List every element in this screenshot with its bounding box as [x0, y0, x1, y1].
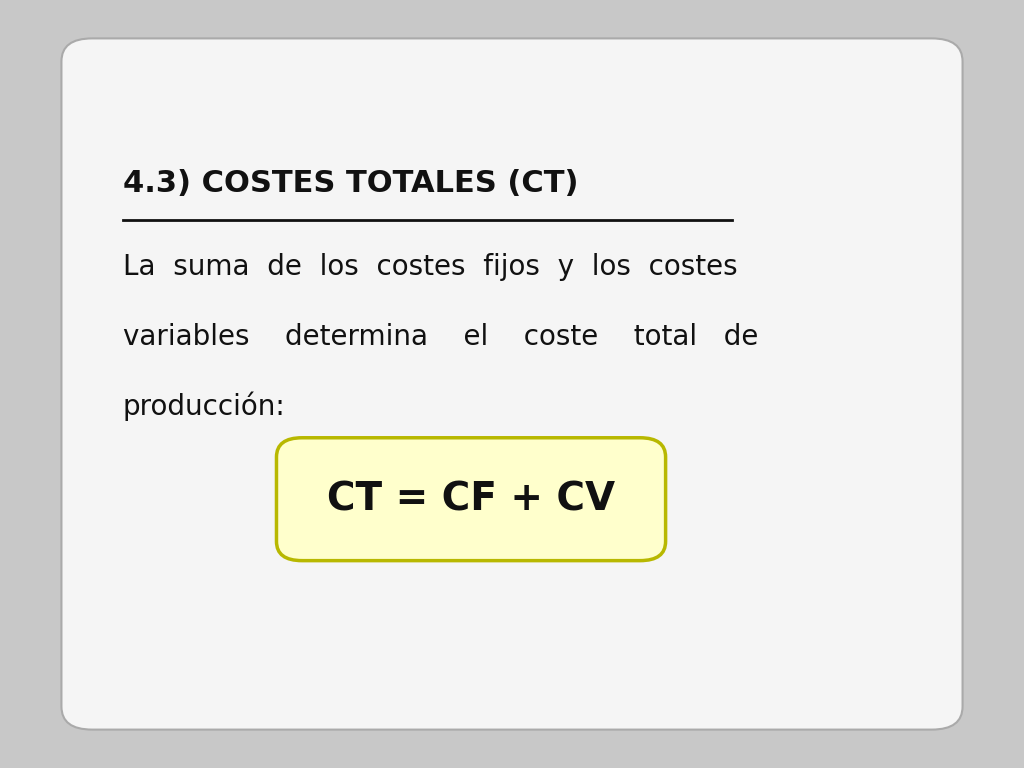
Text: CT = CF + CV: CT = CF + CV — [327, 480, 615, 518]
Text: 4.3) COSTES TOTALES (CT): 4.3) COSTES TOTALES (CT) — [123, 169, 579, 198]
Text: La  suma  de  los  costes  fijos  y  los  costes: La suma de los costes fijos y los costes — [123, 253, 737, 281]
Text: producción:: producción: — [123, 392, 286, 421]
Text: variables    determina    el    coste    total   de: variables determina el coste total de — [123, 323, 758, 350]
FancyBboxPatch shape — [61, 38, 963, 730]
FancyBboxPatch shape — [276, 438, 666, 561]
